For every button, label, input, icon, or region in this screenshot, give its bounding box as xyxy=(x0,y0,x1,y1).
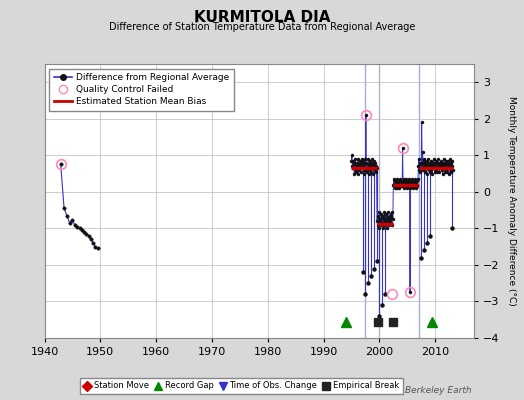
Legend: Difference from Regional Average, Quality Control Failed, Estimated Station Mean: Difference from Regional Average, Qualit… xyxy=(49,68,234,111)
Legend: Station Move, Record Gap, Time of Obs. Change, Empirical Break: Station Move, Record Gap, Time of Obs. C… xyxy=(80,378,402,394)
Text: Difference of Station Temperature Data from Regional Average: Difference of Station Temperature Data f… xyxy=(109,22,415,32)
Y-axis label: Monthly Temperature Anomaly Difference (°C): Monthly Temperature Anomaly Difference (… xyxy=(507,96,517,306)
Text: Berkeley Earth: Berkeley Earth xyxy=(405,386,472,395)
Text: KURMITOLA DIA: KURMITOLA DIA xyxy=(194,10,330,25)
